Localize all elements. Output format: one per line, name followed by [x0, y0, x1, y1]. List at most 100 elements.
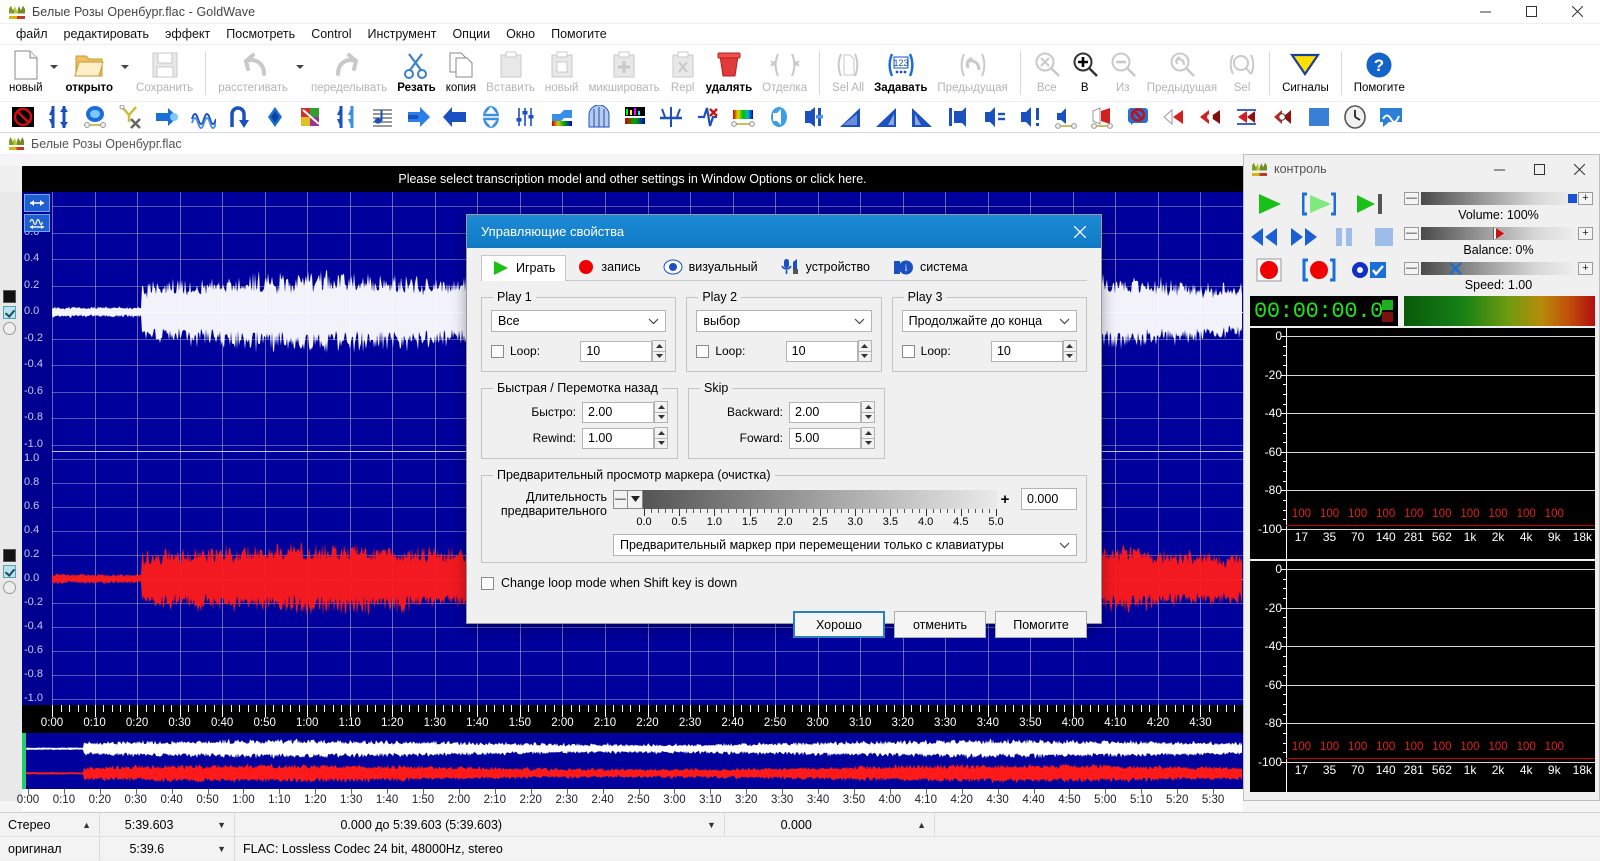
toolbar-button-new-file[interactable]: новый: [4, 48, 48, 100]
menu-view[interactable]: Посмотреть: [226, 27, 296, 41]
forward-input[interactable]: 5.00: [789, 427, 861, 449]
status-position[interactable]: 0.000 ▲: [725, 812, 935, 837]
effect-button-mix-channels[interactable]: [113, 103, 149, 131]
effect-button-resample[interactable]: [1157, 103, 1193, 131]
backward-spinner[interactable]: [861, 401, 875, 423]
menu-control[interactable]: Control: [311, 27, 352, 41]
volume-slider-decrease[interactable]: —: [1404, 192, 1419, 205]
toolbar-button-set-selection[interactable]: 123 Задавать: [869, 48, 932, 100]
backward-input[interactable]: 2.00: [789, 401, 861, 423]
volume-slider-increase[interactable]: +: [1578, 192, 1593, 205]
effect-button-offset[interactable]: [401, 103, 437, 131]
effect-button-invert[interactable]: [437, 103, 473, 131]
effect-button-time-warp[interactable]: [1193, 103, 1229, 131]
pause-button[interactable]: [1324, 221, 1364, 252]
right-channel-controls[interactable]: [3, 549, 20, 594]
effect-button-spectrum-filter[interactable]: [617, 103, 653, 131]
right-channel-solo-radio[interactable]: [3, 581, 16, 594]
control-maximize-button[interactable]: [1519, 155, 1559, 183]
ok-button[interactable]: Хорошо: [793, 611, 885, 638]
volume-slider[interactable]: — +: [1404, 190, 1593, 207]
effect-button-clock[interactable]: [1337, 103, 1373, 131]
tab-visual[interactable]: визуальный: [652, 254, 769, 280]
minimize-button[interactable]: [1462, 0, 1508, 24]
effect-button-match-volume[interactable]: [977, 103, 1013, 131]
effect-button-no-effect[interactable]: [5, 103, 41, 131]
effect-button-flanger[interactable]: [185, 103, 221, 131]
toolbar-button-cues[interactable]: Сигналы: [1277, 48, 1334, 100]
chevron-down-icon[interactable]: [118, 48, 131, 100]
wave-height-icon[interactable]: [24, 214, 50, 232]
overview-ruler[interactable]: 0:00 0:10 0:20 0:30 0:40 0:50 1:00 1:10 1:20 1:30…: [17, 789, 1243, 811]
tab-device[interactable]: устройство: [769, 254, 881, 280]
toolbar-button-zoom-in[interactable]: В: [1066, 48, 1104, 100]
effect-button-reverse[interactable]: [221, 103, 257, 131]
chevron-down-icon[interactable]: [628, 489, 643, 509]
balance-slider[interactable]: — +: [1404, 225, 1593, 242]
time-ruler[interactable]: 0:00 0:10 0:20 0:30 0:40 0:50 1:00 1:10 1:20 1:30…: [22, 705, 1243, 733]
menu-options[interactable]: Опции: [452, 27, 491, 41]
volume-slider-track[interactable]: [1421, 192, 1577, 205]
play-3-loop-spinner[interactable]: [1062, 340, 1077, 362]
document-tab[interactable]: Белые Розы Оренбург.flac: [0, 133, 1600, 154]
tab-record[interactable]: запись: [566, 254, 651, 280]
effect-button-pop-click[interactable]: [689, 103, 725, 131]
speed-slider-track[interactable]: [1421, 262, 1576, 275]
effect-button-fade-in[interactable]: [869, 103, 905, 131]
effect-button-doppler[interactable]: [77, 103, 113, 131]
menu-tool[interactable]: Инструмент: [367, 27, 437, 41]
toolbar-button-delete-trash[interactable]: удалять: [701, 48, 758, 100]
status-length[interactable]: 5:39.6 ▼: [100, 837, 235, 861]
preview-slider-thumb[interactable]: —: [613, 489, 643, 509]
preview-duration-input[interactable]: 0.000: [1021, 488, 1077, 510]
effect-button-equalizer[interactable]: [509, 103, 545, 131]
effect-button-volume-shape[interactable]: [941, 103, 977, 131]
effect-button-bandpass[interactable]: [545, 103, 581, 131]
stop-button[interactable]: [1364, 221, 1404, 252]
play-to-end-button[interactable]: [1344, 188, 1394, 219]
status-duration[interactable]: 5:39.603 ▼: [100, 812, 235, 837]
effect-button-pan[interactable]: [149, 103, 185, 131]
control-close-button[interactable]: [1559, 155, 1599, 183]
rewind-input[interactable]: 1.00: [582, 427, 654, 449]
record-selection-button[interactable]: [1294, 254, 1344, 285]
effect-button-noise-reduction[interactable]: [653, 103, 689, 131]
chevron-down-icon[interactable]: [48, 48, 61, 100]
play-button[interactable]: [1244, 188, 1294, 219]
right-channel-enable-check[interactable]: [3, 565, 16, 578]
chevron-down-icon[interactable]: [293, 48, 306, 100]
play-2-loop-checkbox[interactable]: [696, 344, 710, 358]
play-3-loop-input[interactable]: 10: [990, 340, 1063, 362]
resize-channel-icon[interactable]: [24, 194, 50, 212]
close-button[interactable]: [1554, 0, 1600, 24]
menu-edit[interactable]: редактировать: [63, 27, 150, 41]
effect-button-volume-change[interactable]: [41, 103, 77, 131]
dialog-close-button[interactable]: [1059, 215, 1101, 248]
effect-button-transcribe[interactable]: [1373, 103, 1409, 131]
right-channel-mute-box[interactable]: [3, 549, 16, 562]
effect-button-volume-slider[interactable]: [833, 103, 869, 131]
effect-button-pitch-bend[interactable]: [1265, 103, 1301, 131]
play-1-loop-spinner[interactable]: [652, 340, 667, 362]
fast-input[interactable]: 2.00: [582, 401, 654, 423]
effect-button-stereo-expand[interactable]: [473, 103, 509, 131]
toolbar-button-open-folder[interactable]: открыто: [61, 48, 118, 100]
menu-help[interactable]: Помогите: [551, 27, 607, 41]
balance-slider-increase[interactable]: +: [1578, 227, 1593, 240]
status-source[interactable]: оригинал: [0, 837, 100, 861]
left-channel-mute-box[interactable]: [3, 290, 16, 303]
effect-button-mute[interactable]: [1121, 103, 1157, 131]
left-channel-solo-radio[interactable]: [3, 322, 16, 335]
left-channel-controls[interactable]: [3, 290, 20, 335]
play-3-select[interactable]: Продолжайте до конца: [901, 310, 1077, 332]
preview-mode-select[interactable]: Предварительный маркер при перемещении т…: [613, 534, 1077, 556]
record-settings-button[interactable]: [1344, 254, 1394, 285]
effect-button-maximize-volume[interactable]: [1013, 103, 1049, 131]
speed-slider-decrease[interactable]: —: [1404, 262, 1419, 275]
effect-button-pitch[interactable]: [365, 103, 401, 131]
effect-button-parametric-eq[interactable]: [581, 103, 617, 131]
effect-button-time-stretch[interactable]: [1301, 103, 1337, 131]
balance-slider-track[interactable]: [1421, 227, 1576, 240]
effect-button-compressor[interactable]: [257, 103, 293, 131]
effect-button-channel-mixer[interactable]: [329, 103, 365, 131]
